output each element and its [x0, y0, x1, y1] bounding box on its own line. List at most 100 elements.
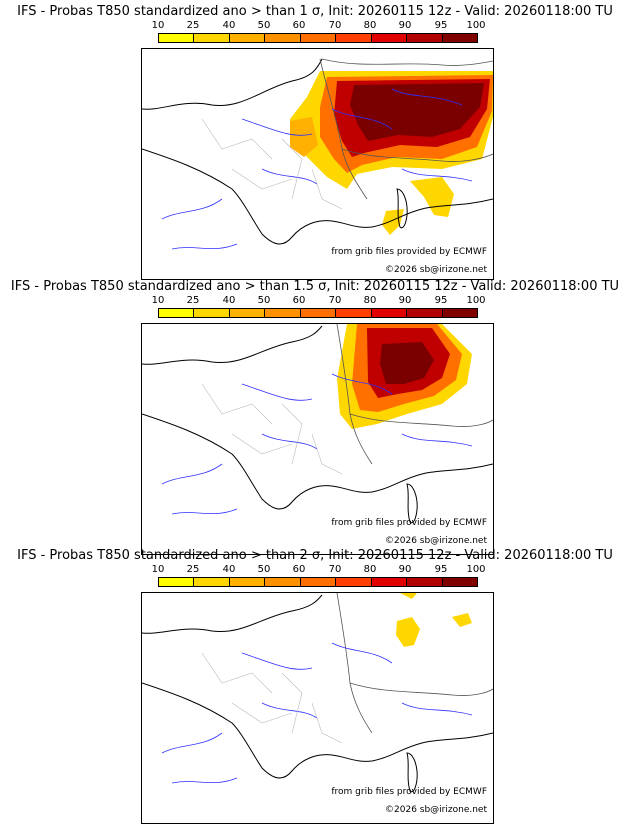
coastline	[142, 594, 493, 779]
scale-tick: 40	[222, 295, 236, 306]
scale-tick: 90	[398, 564, 412, 575]
scale-swatch	[159, 309, 195, 317]
scale-swatch	[371, 578, 408, 586]
scale-swatch	[336, 309, 372, 317]
scale-tick: 80	[363, 20, 377, 31]
panel-title: IFS - Probas T850 standardized ano > tha…	[17, 4, 613, 19]
scale-tick: 25	[186, 564, 200, 575]
scale-tick: 80	[363, 295, 377, 306]
scale-tick: 60	[292, 20, 306, 31]
prob-area-small	[382, 209, 404, 235]
scale-tick: 60	[292, 564, 306, 575]
scale-swatch	[229, 578, 266, 586]
color-scale-bar	[158, 33, 478, 43]
scale-swatch	[265, 578, 301, 586]
scale-tick: 100	[466, 20, 486, 31]
scale-swatch	[300, 309, 337, 317]
color-scale-labels: 10 25 40 50 60 70 80 90 95 100	[152, 20, 486, 32]
scale-tick: 50	[257, 20, 271, 31]
scale-swatch	[194, 34, 230, 42]
scale-tick: 25	[186, 20, 200, 31]
scale-swatch	[194, 578, 230, 586]
scale-swatch	[371, 309, 408, 317]
credit-copyright: ©2026 sb@irizone.net	[385, 536, 487, 546]
scale-tick: 70	[328, 295, 342, 306]
map-frame: from grib files provided by ECMWF ©2026 …	[141, 592, 494, 824]
scale-swatch	[336, 578, 372, 586]
scale-swatch	[407, 34, 443, 42]
credit-source: from grib files provided by ECMWF	[331, 787, 487, 797]
scale-tick: 100	[466, 295, 486, 306]
panel-title: IFS - Probas T850 standardized ano > tha…	[10, 279, 620, 294]
scale-swatch	[159, 34, 195, 42]
coastline-corsica	[406, 483, 418, 524]
river	[161, 373, 473, 515]
prob-area-small-1	[396, 617, 420, 647]
scale-swatch	[265, 309, 301, 317]
coastline	[142, 325, 493, 510]
prob-area-sw	[290, 117, 318, 157]
scale-tick: 50	[257, 295, 271, 306]
scale-tick: 10	[151, 295, 165, 306]
scale-tick: 95	[434, 564, 448, 575]
prob-area-small-2	[452, 613, 472, 627]
map-graphic	[142, 324, 493, 524]
color-scale-labels: 10 25 40 50 60 70 80 90 95 100	[152, 564, 486, 576]
country-border	[336, 593, 493, 734]
coastline	[142, 58, 493, 245]
coastline-corsica	[406, 752, 418, 793]
panel-title: IFS - Probas T850 standardized ano > tha…	[17, 548, 613, 563]
scale-tick: 80	[363, 564, 377, 575]
credit-copyright: ©2026 sb@irizone.net	[385, 805, 487, 815]
scale-swatch	[407, 578, 443, 586]
scale-tick: 50	[257, 564, 271, 575]
scale-tick: 40	[222, 564, 236, 575]
prob-area-small-3	[400, 593, 417, 599]
scale-swatch	[229, 309, 266, 317]
scale-tick: 95	[434, 20, 448, 31]
scale-swatch	[442, 34, 477, 42]
panel-1-sigma: IFS - Probas T850 standardized ano > tha…	[0, 4, 630, 280]
scale-tick: 70	[328, 20, 342, 31]
scale-tick: 70	[328, 564, 342, 575]
scale-swatch	[300, 578, 337, 586]
credit-source: from grib files provided by ECMWF	[331, 518, 487, 528]
scale-tick: 90	[398, 20, 412, 31]
scale-tick: 10	[151, 20, 165, 31]
scale-swatch	[442, 309, 477, 317]
scale-swatch	[407, 309, 443, 317]
prob-area-max	[380, 342, 434, 384]
map-frame: from grib files provided by ECMWF ©2026 …	[141, 323, 494, 555]
scale-swatch	[194, 309, 230, 317]
map-frame: from grib files provided by ECMWF ©2026 …	[141, 48, 494, 280]
scale-tick: 95	[434, 295, 448, 306]
country-border	[319, 58, 493, 200]
credit-source: from grib files provided by ECMWF	[331, 247, 487, 257]
coastline-corsica	[396, 188, 408, 229]
scale-swatch	[336, 34, 372, 42]
scale-swatch	[300, 34, 337, 42]
color-scale-bar	[158, 577, 478, 587]
scale-tick: 100	[466, 564, 486, 575]
scale-tick: 90	[398, 295, 412, 306]
scale-swatch	[159, 578, 195, 586]
color-scale-bar	[158, 308, 478, 318]
panel-1-5-sigma: IFS - Probas T850 standardized ano > tha…	[0, 279, 630, 555]
admin-borders	[201, 383, 343, 475]
scale-swatch	[265, 34, 301, 42]
country-border	[336, 324, 493, 465]
river	[161, 642, 473, 784]
admin-borders	[201, 118, 343, 210]
color-scale-labels: 10 25 40 50 60 70 80 90 95 100	[152, 295, 486, 307]
river	[161, 88, 473, 250]
prob-area-corsica	[410, 177, 454, 217]
admin-borders	[201, 652, 343, 744]
scale-tick: 25	[186, 295, 200, 306]
scale-tick: 10	[151, 564, 165, 575]
scale-swatch	[229, 34, 266, 42]
credit-copyright: ©2026 sb@irizone.net	[385, 265, 487, 275]
panel-2-sigma: IFS - Probas T850 standardized ano > tha…	[0, 548, 630, 824]
prob-area-max	[350, 83, 484, 141]
scale-tick: 60	[292, 295, 306, 306]
map-graphic	[142, 58, 493, 250]
